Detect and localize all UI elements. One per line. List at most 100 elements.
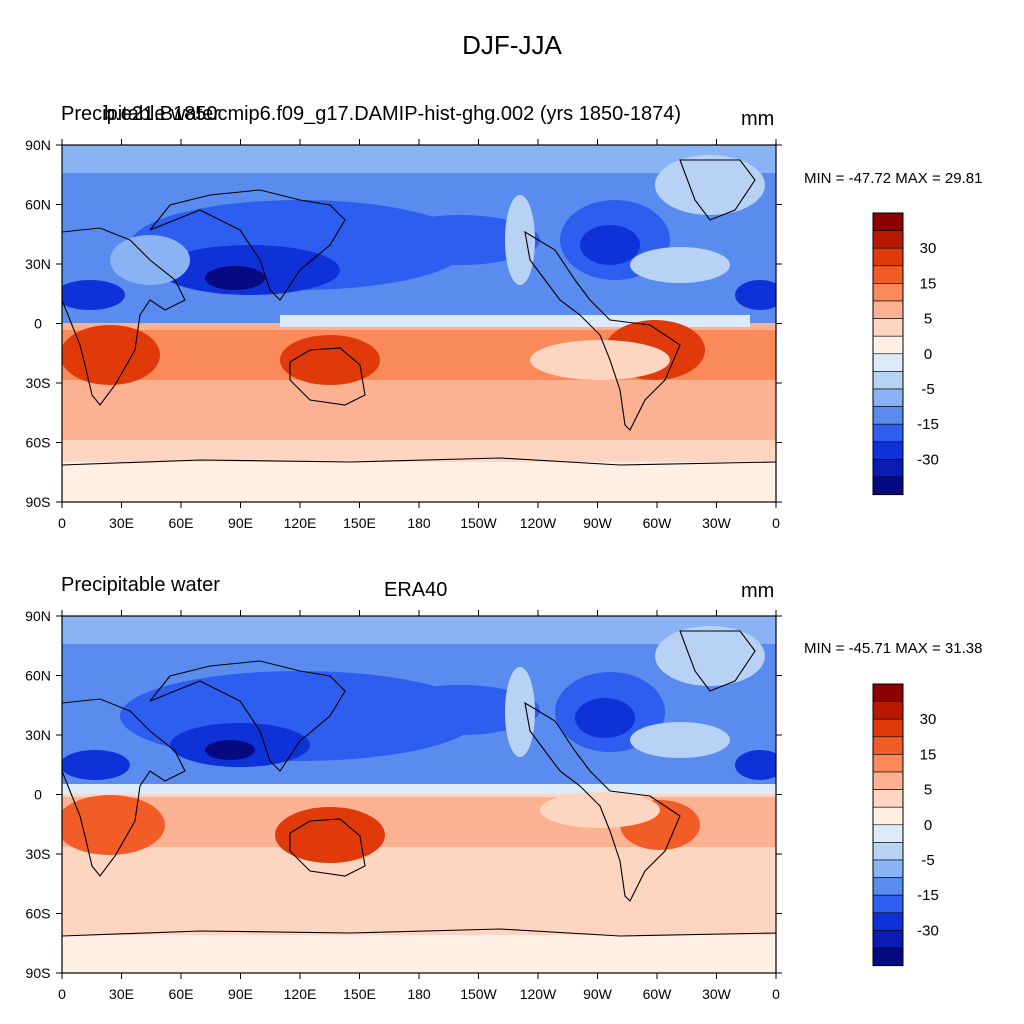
x-tick-label: 60W [643, 986, 673, 1002]
panel-bottom-units: mm [741, 580, 775, 602]
colorbar-swatch [872, 789, 904, 808]
colorbar-label: -5 [921, 381, 934, 398]
colorbar-swatch [872, 353, 904, 372]
colorbar-bottom: 30 15 5 0 -5 -15 -30 [872, 683, 939, 967]
y-tick-label: 90N [25, 608, 51, 624]
y-tick-label: 60N [25, 668, 51, 684]
colorbar-label: 5 [924, 782, 932, 799]
colorbar-swatch [872, 859, 904, 878]
y-tick-label: 30S [26, 846, 51, 862]
colorbar-swatch [872, 894, 904, 914]
colorbar-swatch [872, 388, 904, 407]
x-tick-label: 0 [772, 986, 780, 1002]
panel-top-map [61, 144, 777, 503]
y-tick-label: 60S [26, 435, 51, 451]
axes-layer: 0 30E 60E 90E 120E 150E 180 150W 120W 90W 60W 30W 09… [25, 137, 782, 1002]
colorbar-swatch [872, 300, 904, 319]
panel-bottom-left-title: Precipitable water [61, 574, 220, 596]
x-tick-label: 90W [583, 986, 613, 1002]
colorbar-swatch [872, 230, 904, 249]
panel-top-case-title: b.e21.B1850cmip6.f09_g17.DAMIP-hist-ghg.… [104, 103, 682, 125]
colorbar-swatch [872, 771, 904, 790]
colorbar-swatch [872, 247, 904, 267]
colorbar-swatch [872, 459, 904, 478]
x-tick-label: 120E [284, 515, 317, 531]
greenland-field [655, 155, 765, 215]
x-tick-label: 0 [58, 986, 66, 1002]
colorbar-label: -30 [917, 922, 939, 939]
x-tick-label: 60W [643, 515, 673, 531]
panel-bottom-center-title: ERA40 [384, 579, 448, 601]
x-tick-label: 180 [407, 986, 431, 1002]
colorbar-top: 30 15 5 0 -5 -15 -30 [872, 212, 939, 496]
colorbar-swatch [872, 212, 904, 231]
x-tick-label: 0 [772, 515, 780, 531]
colorbar-swatch [872, 406, 904, 425]
x-tick-label: 180 [407, 515, 431, 531]
colorbar-label: -15 [917, 887, 939, 904]
colorbar-swatch [872, 912, 904, 931]
y-tick-label: 30S [26, 375, 51, 391]
panel-top-minmax: MIN = -47.72 MAX = 29.81 [804, 170, 983, 187]
y-tick-label: 60N [25, 197, 51, 213]
x-tick-label: 30W [702, 986, 732, 1002]
colorbar-swatch [872, 877, 904, 896]
colorbar-label: 0 [924, 817, 932, 834]
colorbar-label: 30 [920, 240, 937, 257]
colorbar-swatch [872, 683, 904, 702]
y-tick-label: 30N [25, 256, 51, 272]
colorbar-swatch [872, 806, 904, 826]
main-title: DJF-JJA [462, 30, 562, 60]
colorbar-label: -5 [921, 852, 934, 869]
colorbar-label: 15 [920, 275, 937, 292]
panel-bottom-minmax: MIN = -45.71 MAX = 31.38 [804, 640, 983, 657]
x-tick-label: 30W [702, 515, 732, 531]
y-tick-label: 30N [25, 727, 51, 743]
x-tick-label: 150W [460, 986, 497, 1002]
x-tick-label: 90E [228, 986, 253, 1002]
antarctic-field [62, 462, 776, 502]
colorbar-swatch [872, 283, 904, 302]
colorbar-swatch [872, 701, 904, 720]
colorbar-label: 15 [920, 746, 937, 763]
colorbars-layer: 30 15 5 0 -5 -15 -30 30 15 5 0 -5 -15 -30 [872, 212, 939, 967]
x-tick-label: 150E [343, 986, 376, 1002]
panel-bottom-map [61, 615, 777, 974]
colorbar-swatch [872, 947, 904, 966]
colorbar-swatch [872, 718, 904, 738]
panel-top-left-title: Precipitable water [61, 103, 220, 125]
colorbar-swatch [872, 371, 904, 390]
y-tick-label: 0 [34, 787, 42, 803]
panel-top-units: mm [741, 108, 775, 130]
y-tick-label: 60S [26, 906, 51, 922]
coastlines [62, 159, 776, 466]
x-tick-label: 30E [109, 515, 134, 531]
colorbar-label: 30 [920, 711, 937, 728]
x-tick-label: 150E [343, 515, 376, 531]
x-tick-label: 60E [169, 986, 194, 1002]
x-tick-label: 120E [284, 986, 317, 1002]
colorbar-swatch [872, 423, 904, 443]
colorbar-swatch [872, 736, 904, 755]
colorbar-swatch [872, 335, 904, 355]
colorbar-swatch [872, 930, 904, 949]
colorbar-swatch [872, 318, 904, 337]
x-tick-label: 30E [109, 986, 134, 1002]
y-tick-label: 0 [34, 316, 42, 332]
x-tick-label: 0 [58, 515, 66, 531]
colorbar-swatch [872, 441, 904, 460]
x-tick-label: 120W [520, 515, 557, 531]
colorbar-swatch [872, 476, 904, 495]
colorbar-swatch [872, 754, 904, 773]
x-tick-label: 120W [520, 986, 557, 1002]
y-tick-label: 90S [26, 965, 51, 981]
y-tick-label: 90N [25, 137, 51, 153]
colorbar-swatch [872, 824, 904, 843]
colorbar-label: -30 [917, 451, 939, 468]
colorbar-label: 5 [924, 311, 932, 328]
x-tick-label: 60E [169, 515, 194, 531]
colorbar-label: -15 [917, 416, 939, 433]
colorbar-label: 0 [924, 346, 932, 363]
x-tick-label: 150W [460, 515, 497, 531]
